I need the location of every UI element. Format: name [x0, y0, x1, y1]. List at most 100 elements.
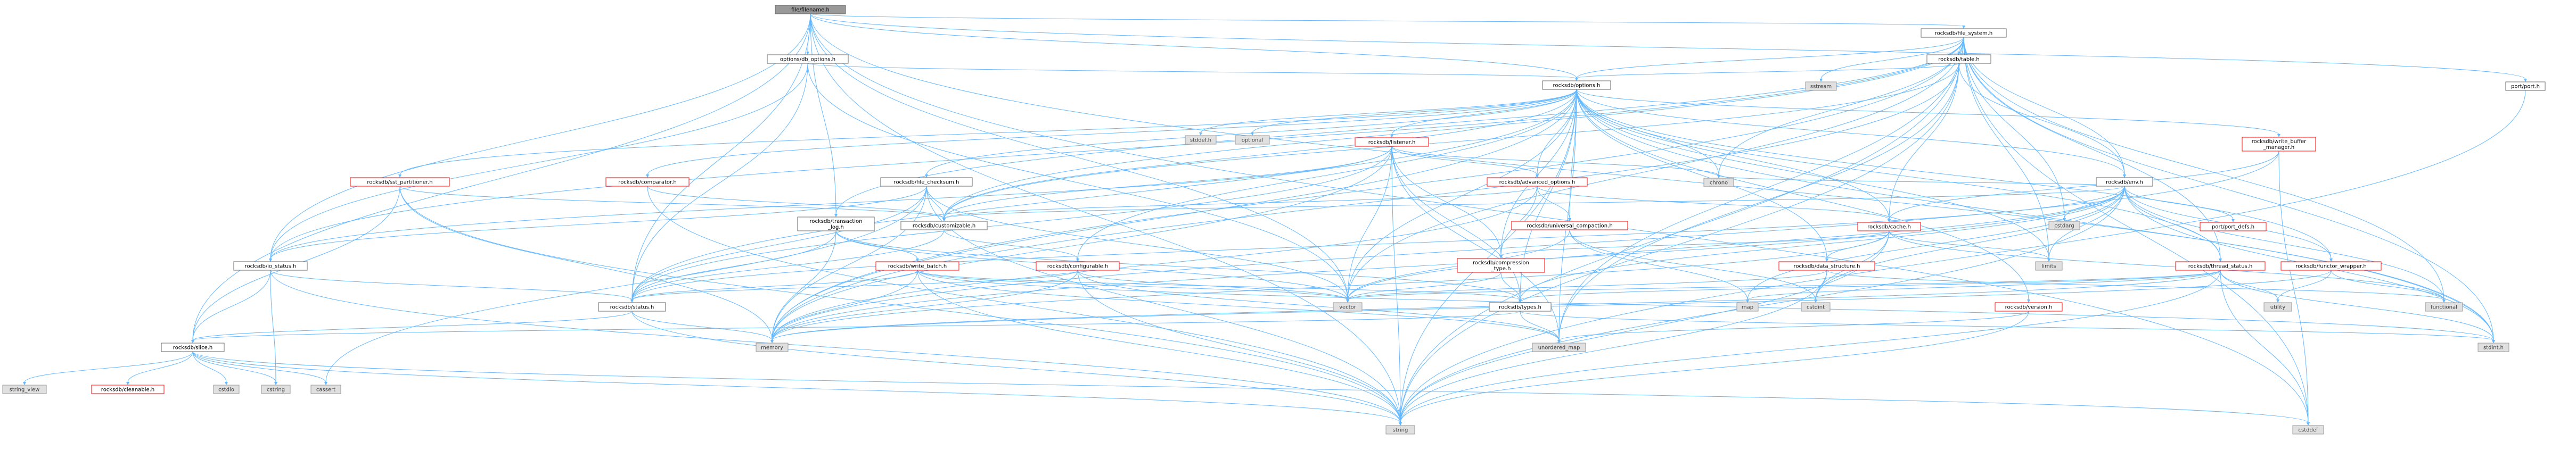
node-box-rtypes — [1489, 302, 1552, 312]
edge-port-to-string — [1400, 90, 2526, 423]
node-label-rcomp: rocksdb/compression — [1473, 260, 1529, 266]
node-rwbm[interactable]: rocksdb/write_buffer_manager.h — [2242, 137, 2316, 152]
node-box-rwbm — [2242, 137, 2316, 152]
node-box-stddef — [1185, 135, 1217, 145]
node-rfw[interactable]: rocksdb/functor_wrapper.h — [2280, 261, 2382, 271]
node-label-rfs: rocksdb/file_system.h — [1935, 31, 1992, 37]
edge-renv-to-rtypes — [1520, 186, 2125, 301]
node-radv[interactable]: rocksdb/advanced_options.h — [1487, 177, 1588, 187]
edge-rwbm-to-rcache — [1889, 151, 2279, 220]
node-rds[interactable]: rocksdb/data_structure.h — [1778, 261, 1875, 271]
edge-root-to-ropt — [810, 13, 1577, 79]
node-label-rfw: rocksdb/functor_wrapper.h — [2295, 264, 2366, 270]
edge-rts-to-map — [1747, 270, 2221, 301]
edge-rlistener-to-chrono — [1391, 146, 1719, 176]
edge-root-to-port — [810, 13, 2526, 80]
edge-rwb-to-string — [917, 270, 1401, 423]
edge-rio-to-rslice — [192, 270, 271, 341]
node-renv[interactable]: rocksdb/env.h — [2096, 177, 2153, 187]
edge-rio-to-rstatus — [270, 270, 633, 301]
node-cstdarg: cstdarg — [2048, 221, 2080, 230]
node-box-rslice — [161, 343, 225, 352]
node-rfc[interactable]: rocksdb/file_checksum.h — [880, 177, 973, 187]
node-root[interactable]: file/filename.h — [775, 5, 846, 14]
node-box-rconf — [1036, 261, 1120, 271]
edge-rts-to-rtypes — [1520, 270, 2221, 301]
node-box-rcache — [1857, 222, 1921, 231]
edge-rslice-to-cstdio — [192, 351, 227, 383]
node-box-rlistener — [1355, 137, 1429, 147]
node-rslice[interactable]: rocksdb/slice.h — [161, 343, 225, 352]
node-label-rtypes: rocksdb/types.h — [1499, 305, 1541, 311]
node-rtypes[interactable]: rocksdb/types.h — [1489, 302, 1552, 312]
edge-rfs-to-rcust — [944, 37, 1964, 219]
node-port[interactable]: port/port.h — [2505, 81, 2546, 91]
arrowhead-renv-to-chrono — [1717, 175, 1720, 178]
arrowhead-rslice-to-cassert — [324, 382, 327, 385]
node-umap: unordered_map — [1532, 343, 1586, 352]
node-rcomparator[interactable]: rocksdb/comparator.h — [605, 177, 690, 187]
arrowhead-renv-to-rfw — [2329, 259, 2333, 262]
node-rts[interactable]: rocksdb/thread_status.h — [2175, 261, 2266, 271]
node-label-cstring: cstring — [267, 387, 285, 393]
node-string_view: string_view — [2, 385, 47, 394]
node-box-radv — [1487, 177, 1588, 187]
edge-rwb-to-rtypes — [917, 270, 1521, 301]
node-label-limits: limits — [2041, 264, 2056, 270]
edge-ropt-to-rts — [1576, 89, 2221, 260]
node-box-optional — [1235, 135, 1270, 145]
edge-rfs-to-functional — [1963, 37, 2444, 301]
node-dbopt[interactable]: options/db_options.h — [767, 54, 849, 64]
node-rsstp[interactable]: rocksdb/sst_partitioner.h — [350, 177, 450, 187]
node-rcache[interactable]: rocksdb/cache.h — [1857, 222, 1921, 231]
node-portdefs[interactable]: port/port_defs.h — [2200, 222, 2267, 231]
node-rversion[interactable]: rocksdb/version.h — [1995, 302, 2063, 312]
node-label-rsstp: rocksdb/sst_partitioner.h — [367, 180, 432, 186]
edge-dbopt-to-rstatus — [631, 63, 808, 301]
edge-rcache-to-limits — [1889, 230, 2049, 260]
edge-runiv-to-map — [1569, 229, 1748, 301]
node-sstream: sstream — [1805, 81, 1837, 91]
node-box-sstream — [1805, 81, 1837, 91]
edge-rfs-to-vector — [1347, 37, 1964, 301]
node-string: string — [1385, 425, 1415, 435]
node-rio[interactable]: rocksdb/io_status.h — [233, 261, 308, 271]
node-label-optional: optional — [1242, 138, 1264, 144]
edge-renv-to-limits — [2048, 186, 2125, 260]
edge-rcomparator-to-rcust — [647, 186, 945, 219]
edge-rds-to-functional — [1826, 270, 2444, 301]
node-rwb[interactable]: rocksdb/write_batch.h — [875, 261, 959, 271]
node-runiv[interactable]: rocksdb/universal_compaction.h — [1511, 221, 1628, 230]
edge-rio-to-string — [270, 270, 1401, 423]
edge-rtable-to-renv — [1958, 63, 2125, 176]
node-ropt[interactable]: rocksdb/options.h — [1542, 80, 1611, 90]
edge-rlistener-to-rtypes — [1391, 146, 1521, 301]
node-label-vector: vector — [1339, 305, 1357, 311]
node-rcomp[interactable]: rocksdb/compression_type.h — [1457, 258, 1545, 273]
node-box-rcomparator — [605, 177, 690, 187]
arrowhead-rslice-to-cstring — [274, 382, 277, 385]
edge-rconf-to-umap — [1077, 270, 1560, 341]
node-label-rtable: rocksdb/table.h — [1938, 57, 1979, 63]
node-rconf[interactable]: rocksdb/configurable.h — [1036, 261, 1120, 271]
arrowhead-rts-to-vector — [1346, 299, 1349, 303]
node-label-root: file/filename.h — [791, 7, 830, 13]
arrowhead-rstatus-to-memory — [770, 340, 774, 343]
arrowhead-ropt-to-rwbm — [2277, 134, 2280, 137]
edge-root-to-cstddef — [810, 13, 2309, 423]
node-rstatus[interactable]: rocksdb/status.h — [598, 302, 666, 312]
edge-rlistener-to-rstatus — [631, 146, 1392, 301]
edge-rfs-to-limits — [1963, 37, 2049, 260]
node-box-utility — [2263, 302, 2292, 312]
node-box-rstatus — [598, 302, 666, 312]
edge-rlistener-to-rcomp — [1391, 146, 1502, 256]
node-box-rfc — [880, 177, 973, 187]
node-rfs[interactable]: rocksdb/file_system.h — [1921, 28, 2007, 38]
edge-rfs-to-rtxlog — [835, 37, 1964, 215]
node-rtable[interactable]: rocksdb/table.h — [1926, 54, 1991, 64]
node-rtxlog[interactable]: rocksdb/transaction_log.h — [797, 216, 875, 231]
node-rcust[interactable]: rocksdb/customizable.h — [900, 221, 988, 230]
node-rlistener[interactable]: rocksdb/listener.h — [1355, 137, 1429, 147]
node-label-rwbm: rocksdb/write_buffer — [2252, 139, 2307, 145]
node-rcleanable[interactable]: rocksdb/cleanable.h — [91, 385, 165, 394]
